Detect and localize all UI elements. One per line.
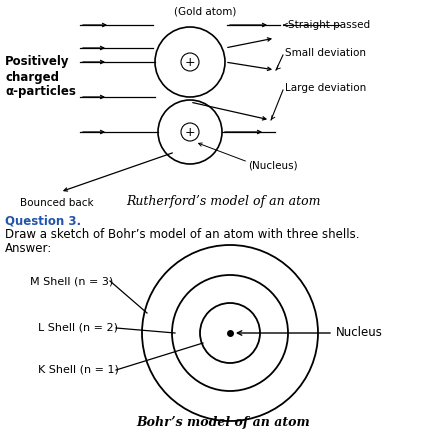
Text: Straight passed: Straight passed [288, 20, 370, 30]
Text: Answer:: Answer: [5, 242, 52, 255]
Text: Rutherford’s model of an atom: Rutherford’s model of an atom [126, 195, 320, 208]
Text: K Shell (n = 1): K Shell (n = 1) [38, 365, 119, 375]
Text: +: + [185, 126, 195, 139]
Text: L Shell (n = 2): L Shell (n = 2) [38, 323, 118, 333]
Text: (Gold atom): (Gold atom) [174, 7, 236, 17]
Text: Nucleus: Nucleus [336, 326, 383, 339]
Text: Draw a sketch of Bohr’s model of an atom with three shells.: Draw a sketch of Bohr’s model of an atom… [5, 228, 359, 241]
Text: Bohr’s model of an atom: Bohr’s model of an atom [136, 416, 310, 429]
Text: charged: charged [5, 71, 59, 84]
Text: Positively: Positively [5, 55, 70, 68]
Text: Small deviation: Small deviation [285, 48, 366, 58]
Text: Large deviation: Large deviation [285, 83, 366, 93]
Text: M Shell (n = 3): M Shell (n = 3) [30, 276, 113, 286]
Text: Bounced back: Bounced back [20, 198, 94, 208]
Text: (Nucleus): (Nucleus) [248, 160, 297, 170]
Text: α-particles: α-particles [5, 85, 76, 98]
Text: +: + [185, 55, 195, 68]
Text: Question 3.: Question 3. [5, 214, 81, 227]
